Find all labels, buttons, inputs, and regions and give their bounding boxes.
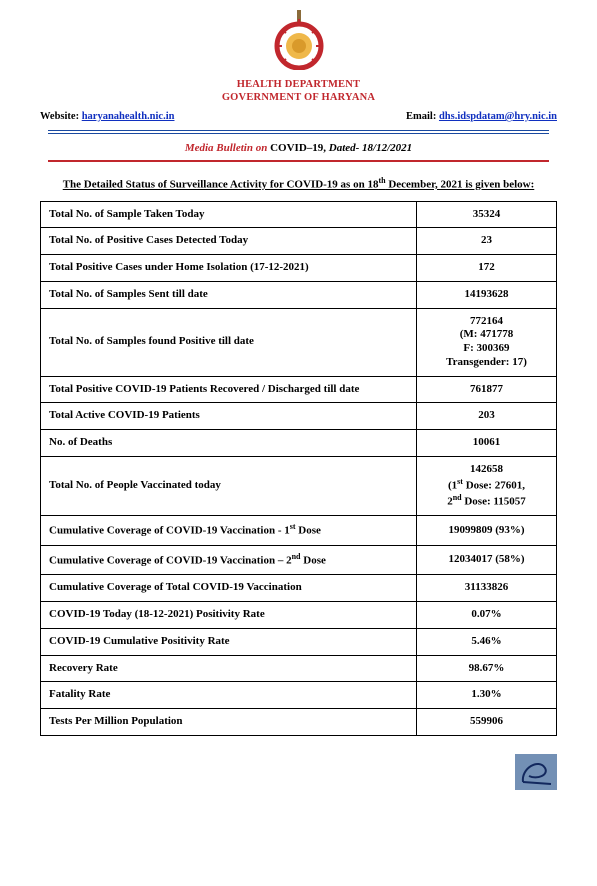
table-row: COVID-19 Today (18-12-2021) Positivity R… (41, 602, 557, 629)
row-label: Total Active COVID-19 Patients (41, 403, 417, 430)
row-value: 142658(1st Dose: 27601,2nd Dose: 115057 (417, 456, 557, 516)
email-label: Email: (406, 111, 439, 122)
state-emblem-icon (270, 10, 328, 75)
section-title-pre: The Detailed Status of Surveillance Acti… (63, 179, 379, 191)
website: Website: haryanahealth.nic.in (40, 111, 174, 122)
table-row: Total No. of Positive Cases Detected Tod… (41, 228, 557, 255)
row-label: Cumulative Coverage of COVID-19 Vaccinat… (41, 516, 417, 545)
table-row: Total Positive Cases under Home Isolatio… (41, 255, 557, 282)
row-value: 761877 (417, 376, 557, 403)
row-value: 5.46% (417, 628, 557, 655)
row-label: Tests Per Million Population (41, 709, 417, 736)
table-row: Total No. of People Vaccinated today1426… (41, 456, 557, 516)
table-row: Fatality Rate1.30% (41, 682, 557, 709)
row-label: Total No. of Samples found Positive till… (41, 308, 417, 376)
section-title: The Detailed Status of Surveillance Acti… (40, 176, 557, 191)
email-link[interactable]: dhs.idspdatam@hry.nic.in (439, 111, 557, 122)
government-name: GOVERNMENT OF HARYANA (40, 92, 557, 103)
email: Email: dhs.idspdatam@hry.nic.in (406, 111, 557, 122)
table-row: Total No. of Sample Taken Today35324 (41, 201, 557, 228)
section-title-sup: th (378, 176, 385, 185)
signature-area (40, 754, 557, 795)
signature-icon (515, 754, 557, 790)
row-label: Total Positive COVID-19 Patients Recover… (41, 376, 417, 403)
emblem-wrap (40, 10, 557, 75)
table-row: Cumulative Coverage of COVID-19 Vaccinat… (41, 516, 557, 545)
table-row: No. of Deaths10061 (41, 430, 557, 457)
divider-blue-bottom (48, 133, 549, 134)
row-value: 31133826 (417, 575, 557, 602)
row-label: Total No. of People Vaccinated today (41, 456, 417, 516)
row-value: 1.30% (417, 682, 557, 709)
table-row: Cumulative Coverage of COVID-19 Vaccinat… (41, 545, 557, 574)
divider-blue-top (48, 130, 549, 131)
page: HEALTH DEPARTMENT GOVERNMENT OF HARYANA … (0, 0, 597, 815)
website-link[interactable]: haryanahealth.nic.in (82, 111, 175, 122)
row-label: Total No. of Positive Cases Detected Tod… (41, 228, 417, 255)
department-name: HEALTH DEPARTMENT (40, 79, 557, 90)
row-label: COVID-19 Cumulative Positivity Rate (41, 628, 417, 655)
bulletin-mid: COVID–19, (267, 142, 328, 154)
table-row: Recovery Rate98.67% (41, 655, 557, 682)
row-value: 772164(M: 471778F: 300369Transgender: 17… (417, 308, 557, 376)
row-value: 14193628 (417, 281, 557, 308)
surveillance-table: Total No. of Sample Taken Today35324Tota… (40, 201, 557, 736)
bulletin-title: Media Bulletin on COVID–19, Dated- 18/12… (40, 142, 557, 154)
table-row: COVID-19 Cumulative Positivity Rate5.46% (41, 628, 557, 655)
table-row: Tests Per Million Population559906 (41, 709, 557, 736)
row-label: No. of Deaths (41, 430, 417, 457)
row-value: 559906 (417, 709, 557, 736)
website-label: Website: (40, 111, 82, 122)
row-label: Total No. of Samples Sent till date (41, 281, 417, 308)
row-value: 12034017 (58%) (417, 545, 557, 574)
row-value: 35324 (417, 201, 557, 228)
table-row: Total No. of Samples found Positive till… (41, 308, 557, 376)
table-row: Cumulative Coverage of Total COVID-19 Va… (41, 575, 557, 602)
row-value: 23 (417, 228, 557, 255)
row-value: 19099809 (93%) (417, 516, 557, 545)
row-label: Total No. of Sample Taken Today (41, 201, 417, 228)
row-label: Recovery Rate (41, 655, 417, 682)
row-value: 172 (417, 255, 557, 282)
row-value: 203 (417, 403, 557, 430)
row-label: Cumulative Coverage of Total COVID-19 Va… (41, 575, 417, 602)
row-label: Total Positive Cases under Home Isolatio… (41, 255, 417, 282)
row-label: COVID-19 Today (18-12-2021) Positivity R… (41, 602, 417, 629)
divider-red (48, 160, 549, 162)
row-value: 10061 (417, 430, 557, 457)
contact-row: Website: haryanahealth.nic.in Email: dhs… (40, 111, 557, 122)
row-value: 0.07% (417, 602, 557, 629)
bulletin-date: Dated- 18/12/2021 (329, 142, 412, 154)
row-label: Fatality Rate (41, 682, 417, 709)
row-label: Cumulative Coverage of COVID-19 Vaccinat… (41, 545, 417, 574)
section-title-post: December, 2021 is given below: (386, 179, 535, 191)
table-row: Total Active COVID-19 Patients203 (41, 403, 557, 430)
row-value: 98.67% (417, 655, 557, 682)
table-row: Total Positive COVID-19 Patients Recover… (41, 376, 557, 403)
bulletin-prefix: Media Bulletin on (185, 142, 268, 154)
table-row: Total No. of Samples Sent till date14193… (41, 281, 557, 308)
